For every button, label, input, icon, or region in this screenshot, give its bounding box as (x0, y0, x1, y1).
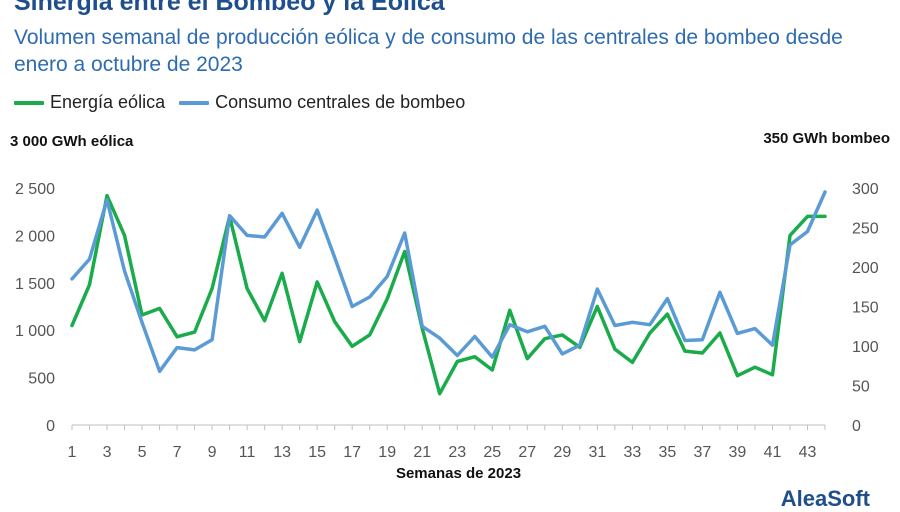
x-axis-label: Semanas de 2023 (396, 465, 521, 482)
line-chart: 1 3 5 7 9 11 13 15 17 19 21 23 25 27 29 31 33 35 37 39 41 430… (15, 181, 879, 482)
right-tick-label: 250 (852, 221, 879, 238)
x-tick-label: 9 (208, 444, 217, 461)
x-tick-label: 33 (623, 444, 641, 461)
left-tick-label: 1 000 (15, 323, 55, 340)
chart-title: Sinergia entre el Bombeo y la Eólica (14, 0, 445, 16)
legend-label-bombeo: Consumo centrales de bombeo (215, 92, 466, 112)
x-tick-label: 7 (173, 444, 182, 461)
x-tick-label: 23 (448, 444, 466, 461)
x-tick-label: 29 (553, 444, 571, 461)
x-tick-label: 31 (588, 444, 606, 461)
left-tick-label: 500 (28, 371, 55, 388)
x-tick-label: 27 (518, 444, 536, 461)
left-axis-caption: 3 000 GWh eólica (10, 133, 134, 150)
x-tick-label: 13 (273, 444, 291, 461)
left-tick-label: 2 500 (15, 181, 55, 198)
x-tick-label: 21 (413, 444, 431, 461)
x-tick-label: 25 (483, 444, 501, 461)
x-tick-label: 39 (729, 444, 747, 461)
left-tick-label: 0 (46, 418, 55, 435)
left-tick-label: 1 500 (15, 276, 55, 293)
series-line-bombeo (70, 190, 827, 374)
x-tick-label: 1 (68, 444, 77, 461)
x-tick-label: 41 (764, 444, 782, 461)
x-tick-label: 11 (239, 444, 256, 461)
series-line-eolica (70, 193, 827, 396)
right-tick-label: 200 (852, 260, 879, 277)
x-tick-label: 35 (658, 444, 676, 461)
right-tick-label: 150 (852, 300, 879, 317)
x-tick-label: 5 (138, 444, 147, 461)
chart-subtitle: Volumen semanal de producción eólica y d… (14, 26, 843, 76)
x-tick-label: 15 (308, 444, 326, 461)
legend-swatch-bombeo (179, 100, 210, 105)
legend-swatch-eolica (14, 100, 44, 105)
x-tick-label: 19 (378, 444, 396, 461)
right-tick-label: 300 (852, 181, 879, 198)
legend-label-eolica: Energía eólica (50, 92, 166, 112)
right-tick-label: 50 (852, 379, 870, 396)
right-axis-caption: 350 GWh bombeo (763, 130, 890, 147)
x-tick-label: 17 (343, 444, 361, 461)
x-tick-label: 43 (799, 444, 817, 461)
legend: Energía eólica Consumo centrales de bomb… (14, 92, 479, 113)
x-tick-label: 3 (103, 444, 112, 461)
right-tick-label: 100 (852, 339, 879, 356)
legend-item-eolica: Energía eólica (14, 92, 165, 113)
x-tick-label: 37 (694, 444, 712, 461)
right-tick-label: 0 (852, 418, 861, 435)
left-tick-label: 2 000 (15, 228, 55, 245)
aleasoft-logo: AleaSoft (780, 486, 870, 511)
legend-item-bombeo: Consumo centrales de bombeo (179, 92, 465, 113)
